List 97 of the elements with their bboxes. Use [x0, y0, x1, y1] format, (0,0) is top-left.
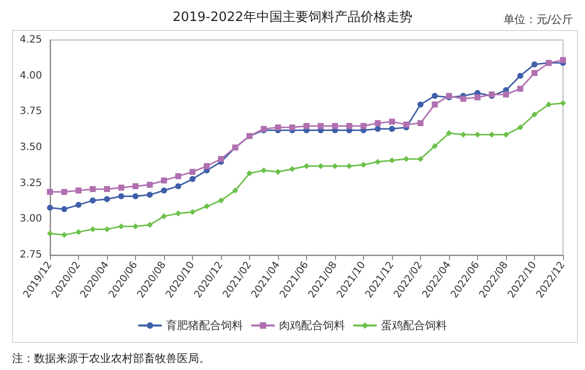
point	[517, 124, 524, 130]
point	[118, 184, 124, 191]
point	[132, 223, 138, 230]
point	[190, 176, 196, 182]
point	[304, 123, 310, 129]
point	[460, 96, 466, 102]
point	[332, 123, 338, 129]
point	[76, 202, 82, 208]
point	[389, 118, 395, 125]
point	[146, 182, 153, 188]
point	[61, 232, 68, 238]
point	[61, 206, 68, 212]
point	[532, 112, 538, 118]
point	[503, 91, 509, 98]
point	[90, 186, 96, 192]
text: 注：数据来源于农业农村部畜牧兽医局。	[12, 352, 210, 365]
point	[318, 163, 324, 170]
y-tick-label: 3.25	[20, 178, 42, 189]
point	[275, 168, 281, 175]
y-axis-title: 单位：元/公斤	[503, 13, 574, 26]
point	[218, 198, 224, 204]
point	[432, 102, 438, 108]
legend-label: 育肥猪配合饲料	[166, 319, 243, 332]
point	[304, 163, 310, 170]
point	[460, 132, 466, 138]
point	[360, 123, 366, 129]
point	[47, 188, 53, 195]
point	[118, 193, 124, 200]
point	[532, 70, 538, 76]
y-tick-label: 3.50	[20, 142, 42, 153]
point	[474, 132, 480, 138]
point	[161, 213, 167, 220]
point	[146, 192, 153, 198]
point	[161, 188, 167, 194]
point	[503, 132, 509, 138]
point	[418, 156, 424, 162]
point	[275, 124, 281, 130]
point	[560, 57, 566, 64]
point	[403, 122, 410, 128]
point	[517, 72, 524, 79]
point	[560, 100, 566, 106]
y-tick-label: 4.25	[20, 34, 42, 46]
y-tick-label: 2.75	[20, 250, 42, 260]
point	[346, 163, 352, 170]
point	[204, 203, 210, 210]
point	[232, 188, 238, 194]
y-tick-label: 3.00	[20, 214, 42, 225]
point	[132, 193, 138, 200]
point	[446, 130, 452, 136]
y-tick-label: 4.00	[20, 70, 42, 82]
point	[204, 163, 210, 170]
point	[246, 170, 252, 176]
point	[76, 188, 82, 194]
point	[218, 156, 224, 162]
point	[418, 120, 424, 126]
point	[546, 102, 552, 108]
point	[318, 123, 324, 129]
point	[175, 173, 182, 180]
point	[190, 209, 196, 215]
point	[374, 126, 381, 132]
point	[360, 162, 366, 168]
point	[132, 183, 138, 190]
legend-label: 蛋鸡配合饲料	[381, 319, 447, 332]
point	[146, 222, 153, 228]
point	[346, 123, 352, 129]
point	[90, 198, 96, 204]
point	[76, 229, 82, 236]
point	[374, 120, 381, 126]
point	[432, 143, 438, 150]
y-tick-label: 3.75	[20, 106, 42, 118]
chart-title: 2019-2022年中国主要饲料产品价格走势	[172, 9, 412, 25]
point	[47, 204, 53, 211]
point	[374, 158, 381, 165]
point	[488, 132, 495, 138]
point	[47, 230, 53, 236]
point	[118, 223, 124, 230]
point	[104, 196, 110, 202]
point	[474, 94, 480, 100]
legend-label: 肉鸡配合饲料	[279, 319, 345, 332]
point	[332, 163, 338, 170]
point	[532, 61, 538, 68]
point	[190, 168, 196, 175]
point	[61, 188, 68, 195]
point	[289, 124, 296, 130]
point	[161, 177, 167, 184]
point	[418, 102, 424, 108]
point	[104, 186, 110, 192]
point	[389, 126, 395, 132]
point	[175, 210, 182, 216]
point	[517, 86, 524, 92]
point	[432, 92, 438, 99]
point	[104, 226, 110, 232]
point	[403, 156, 410, 162]
point	[389, 157, 395, 164]
point	[175, 183, 182, 190]
point	[260, 167, 267, 174]
point	[289, 166, 296, 172]
